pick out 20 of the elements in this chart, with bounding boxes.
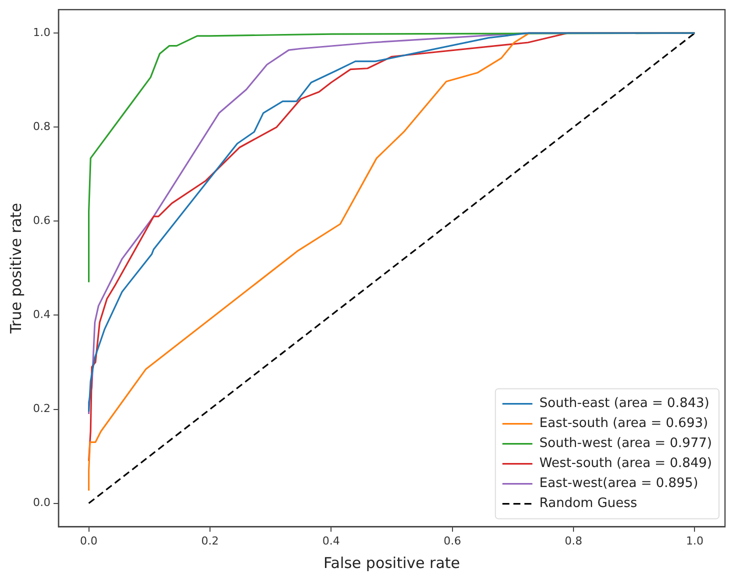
legend-label: South-east (area = 0.843): [539, 396, 710, 412]
y-tick-label: 0.6: [32, 214, 50, 228]
legend-label: South-west (area = 0.977): [539, 436, 712, 452]
x-axis-title: False positive rate: [323, 554, 460, 572]
y-tick-label: 0.0: [32, 496, 50, 510]
legend-label: East-west(area = 0.895): [539, 476, 698, 492]
y-tick-label: 0.8: [32, 120, 50, 134]
y-tick-label: 0.4: [32, 308, 50, 322]
x-tick-label: 0.4: [322, 534, 340, 548]
legend-label: Random Guess: [539, 496, 638, 512]
x-tick-label: 0.8: [564, 534, 582, 548]
legend-label: East-south (area = 0.693): [539, 416, 708, 432]
x-tick-label: 0.6: [444, 534, 462, 548]
y-axis-title: True positive rate: [6, 202, 25, 335]
legend-label: West-south (area = 0.849): [539, 456, 712, 472]
y-tick-label: 0.2: [32, 402, 50, 416]
x-tick-label: 1.0: [686, 534, 704, 548]
x-tick-label: 0.0: [80, 534, 98, 548]
x-tick-label: 0.2: [201, 534, 219, 548]
y-tick-label: 1.0: [32, 26, 50, 39]
